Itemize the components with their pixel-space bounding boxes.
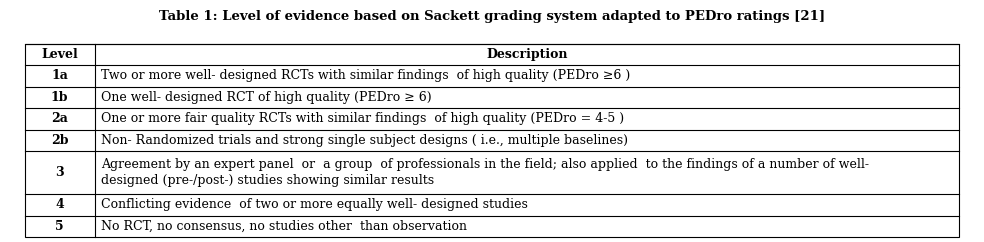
Text: Non- Randomized trials and strong single subject designs ( i.e., multiple baseli: Non- Randomized trials and strong single… <box>100 134 628 147</box>
Text: Description: Description <box>486 48 568 61</box>
Text: 1b: 1b <box>51 91 69 104</box>
Text: 1a: 1a <box>51 69 68 82</box>
Text: 3: 3 <box>55 166 64 179</box>
Text: Level: Level <box>41 48 78 61</box>
Text: 4: 4 <box>55 198 64 212</box>
Text: One or more fair quality RCTs with similar findings  of high quality (PEDro = 4-: One or more fair quality RCTs with simil… <box>100 112 624 125</box>
Text: 2b: 2b <box>51 134 69 147</box>
Text: No RCT, no consensus, no studies other  than observation: No RCT, no consensus, no studies other t… <box>100 220 466 233</box>
Text: Agreement by an expert panel  or  a group  of professionals in the field; also a: Agreement by an expert panel or a group … <box>100 158 869 187</box>
Text: 2a: 2a <box>51 112 68 125</box>
Text: 5: 5 <box>55 220 64 233</box>
Text: One well- designed RCT of high quality (PEDro ≥ 6): One well- designed RCT of high quality (… <box>100 91 431 104</box>
Text: Two or more well- designed RCTs with similar findings  of high quality (PEDro ≥6: Two or more well- designed RCTs with sim… <box>100 69 630 82</box>
Text: Conflicting evidence  of two or more equally well- designed studies: Conflicting evidence of two or more equa… <box>100 198 527 212</box>
Text: Table 1: Level of evidence based on Sackett grading system adapted to PEDro rati: Table 1: Level of evidence based on Sack… <box>159 10 825 23</box>
Bar <box>25 44 959 237</box>
